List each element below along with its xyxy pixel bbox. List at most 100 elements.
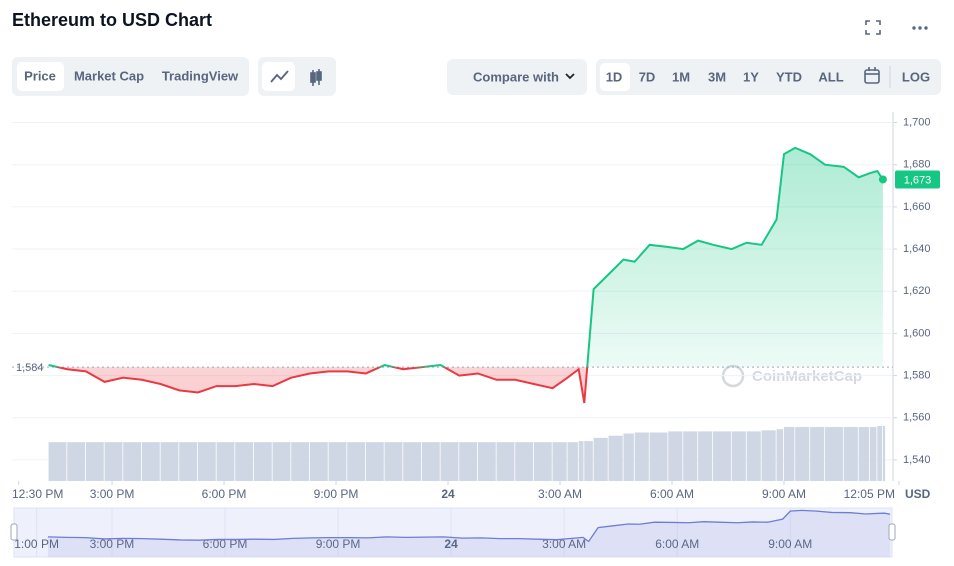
volume-bar bbox=[384, 442, 403, 481]
range-button[interactable]: 1Y bbox=[743, 69, 759, 84]
volume-bar bbox=[608, 435, 623, 481]
watermark-text: CoinMarketCap bbox=[752, 368, 862, 385]
tab[interactable]: TradingView bbox=[162, 68, 239, 83]
volume-bar bbox=[795, 427, 810, 481]
tab[interactable]: Market Cap bbox=[74, 68, 144, 83]
range-button[interactable]: 1M bbox=[672, 69, 690, 84]
x-tick-label: 6:00 PM bbox=[202, 487, 247, 501]
line-icon bbox=[270, 70, 289, 83]
volume-bar bbox=[197, 442, 216, 481]
volume-bar bbox=[328, 442, 347, 481]
more-icon[interactable] bbox=[912, 26, 928, 30]
chart-title: Ethereum to USD Chart bbox=[12, 10, 212, 30]
volume-bar bbox=[567, 442, 578, 481]
calendar-icon[interactable] bbox=[864, 67, 880, 84]
compare-label: Compare with bbox=[473, 69, 559, 84]
volume-bar bbox=[123, 442, 142, 481]
volume-bar bbox=[421, 442, 440, 481]
volume-bar bbox=[85, 442, 104, 481]
y-axis-label: USD bbox=[905, 487, 931, 501]
volume-bar bbox=[776, 429, 784, 481]
tab[interactable]: Price bbox=[24, 68, 56, 83]
range-button[interactable]: 1D bbox=[606, 69, 623, 84]
volume-bar bbox=[48, 442, 67, 481]
volume-bar bbox=[104, 442, 123, 481]
range-button[interactable]: YTD bbox=[776, 69, 802, 84]
volume-bar bbox=[160, 442, 179, 481]
volume-bar bbox=[746, 431, 761, 481]
candle-icon[interactable] bbox=[310, 69, 322, 86]
x-tick-label: 12:05 PM bbox=[844, 487, 895, 501]
y-tick-label: 1,700 bbox=[903, 116, 931, 128]
volume-bar bbox=[578, 441, 584, 481]
x-tick-label: 9:00 AM bbox=[762, 487, 806, 501]
volume-bar bbox=[552, 442, 567, 481]
volume-bar bbox=[698, 431, 713, 481]
navigator-handle[interactable] bbox=[10, 523, 18, 541]
volume-bar bbox=[533, 442, 552, 481]
volume-bar bbox=[365, 442, 384, 481]
navigator-tick-label: 6:00 AM bbox=[655, 537, 699, 551]
range-group bbox=[596, 59, 941, 95]
baseline-label: 1,584 bbox=[16, 362, 44, 374]
x-tick-label: 3:00 AM bbox=[538, 487, 582, 501]
volume-bar bbox=[309, 442, 328, 481]
x-tick-label: 24 bbox=[441, 487, 455, 501]
volume-bar bbox=[858, 427, 870, 481]
volume-bar bbox=[882, 426, 886, 481]
price-tag bbox=[895, 170, 940, 189]
price-tag-label: 1,673 bbox=[904, 174, 932, 186]
range-button[interactable]: ALL bbox=[818, 69, 843, 84]
volume-bar bbox=[623, 433, 634, 481]
volume-bar bbox=[291, 442, 310, 481]
y-tick-label: 1,580 bbox=[903, 369, 931, 381]
navigator-tick-label: 1:00 PM bbox=[14, 537, 59, 551]
volume-bar bbox=[843, 427, 858, 481]
volume-bar bbox=[67, 442, 86, 481]
x-tick-label: 9:00 PM bbox=[314, 487, 359, 501]
navigator-area bbox=[47, 510, 891, 557]
volume-bar bbox=[683, 431, 698, 481]
navigator bbox=[13, 507, 893, 558]
volume-bar bbox=[253, 442, 272, 481]
range-button[interactable]: 7D bbox=[639, 69, 656, 84]
tab-group bbox=[12, 57, 249, 96]
navigator-line bbox=[47, 509, 891, 543]
compare-dropdown[interactable] bbox=[447, 59, 587, 95]
tab-active[interactable] bbox=[17, 62, 64, 91]
volume-bar bbox=[515, 442, 534, 481]
navigator-tick-label: 3:00 PM bbox=[90, 537, 135, 551]
y-tick-label: 1,660 bbox=[903, 201, 931, 213]
navigator-handle[interactable] bbox=[888, 523, 896, 541]
navigator-tick-label: 3:00 AM bbox=[542, 537, 586, 551]
y-tick-label: 1,640 bbox=[903, 243, 931, 255]
volume-bar bbox=[584, 441, 593, 481]
volume-bar bbox=[731, 431, 746, 481]
volume-bar bbox=[272, 442, 291, 481]
navigator-tick-label: 9:00 PM bbox=[316, 537, 361, 551]
log-button[interactable]: LOG bbox=[902, 69, 930, 84]
volume-bar bbox=[459, 442, 478, 481]
price-line-down bbox=[53, 367, 589, 404]
area-up bbox=[48, 147, 883, 368]
volume-bar bbox=[477, 442, 496, 481]
y-tick-label: 1,600 bbox=[903, 327, 931, 339]
y-tick-label: 1,540 bbox=[903, 454, 931, 466]
x-tick-label: 12:30 PM bbox=[12, 487, 63, 501]
x-tick-label: 6:00 AM bbox=[650, 487, 694, 501]
volume-bar bbox=[634, 432, 649, 481]
range-active[interactable] bbox=[600, 63, 630, 91]
volume-bar bbox=[496, 442, 515, 481]
chevron bbox=[565, 73, 575, 80]
volume-bar bbox=[216, 442, 235, 481]
range-button[interactable]: 3M bbox=[708, 69, 726, 84]
volume-bar bbox=[593, 437, 608, 481]
y-tick-label: 1,680 bbox=[903, 159, 931, 171]
fullscreen-icon[interactable] bbox=[865, 20, 881, 35]
y-tick-label: 1,560 bbox=[903, 412, 931, 424]
volume-bar bbox=[141, 442, 160, 481]
volume-bar bbox=[869, 427, 877, 481]
volume-bar bbox=[649, 432, 668, 481]
volume-bar bbox=[179, 442, 198, 481]
